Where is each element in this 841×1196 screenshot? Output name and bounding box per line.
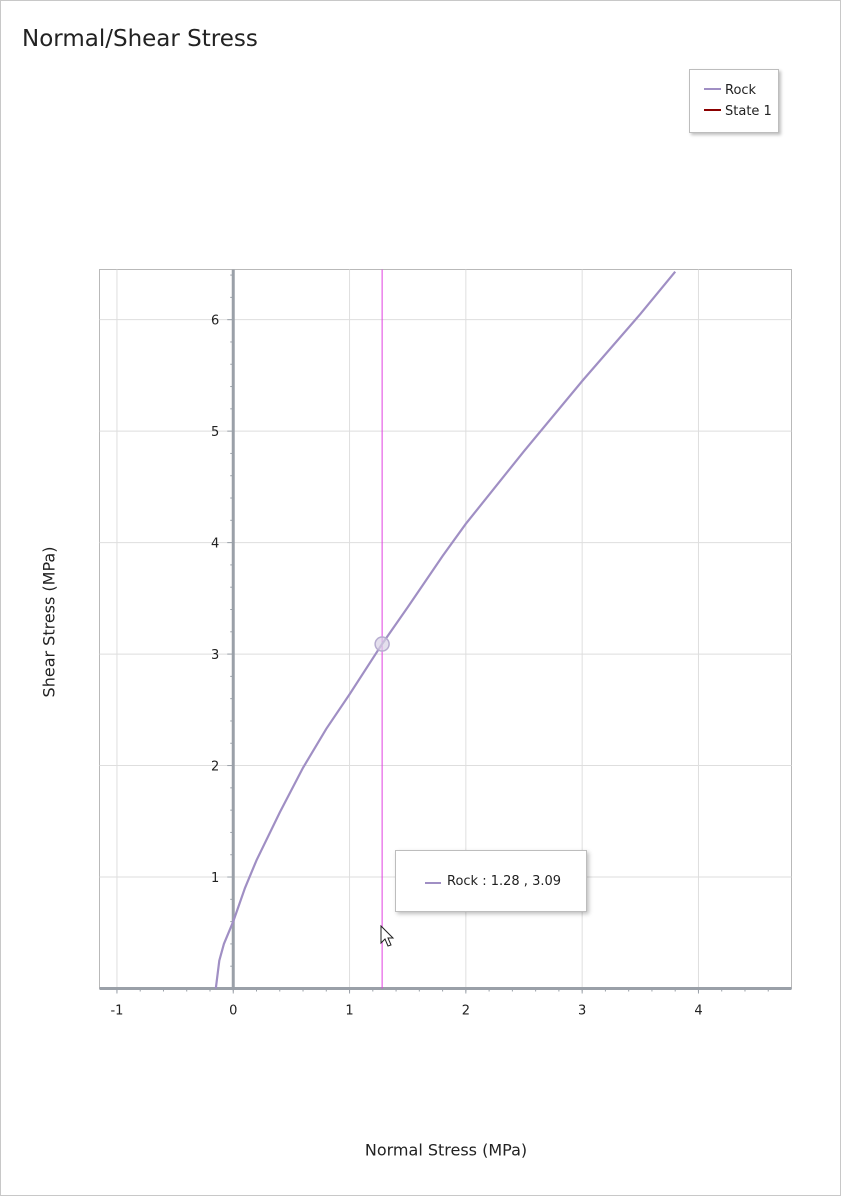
y-tick-label-2: 3 bbox=[211, 648, 219, 663]
highlight-point bbox=[374, 636, 390, 652]
x-tick-label-1: 0 bbox=[229, 1004, 237, 1019]
legend-label-state-1: State 1 bbox=[725, 104, 772, 119]
chart-title: Normal/Shear Stress bbox=[22, 26, 258, 52]
x-tick-label-5: 4 bbox=[694, 1004, 702, 1019]
legend-label-rock: Rock bbox=[725, 83, 757, 98]
tooltip: Rock : 1.28 , 3.09 bbox=[395, 850, 587, 912]
x-axis-label: Normal Stress (MPa) bbox=[364, 1140, 528, 1160]
tooltip-text: Rock : 1.28 , 3.09 bbox=[447, 874, 562, 889]
y-tick-label-0: 1 bbox=[211, 871, 219, 886]
mouse-cursor-icon bbox=[380, 925, 395, 947]
x-tick-label-2: 1 bbox=[345, 1004, 353, 1019]
legend-item-state-1[interactable]: State 1 bbox=[704, 104, 772, 122]
series-line-rock[interactable] bbox=[214, 271, 677, 989]
legend: Rock State 1 bbox=[689, 69, 779, 133]
y-tick-label-3: 4 bbox=[211, 537, 219, 552]
tick-labels: -1 0 1 2 3 4 1 2 3 4 5 6 bbox=[110, 314, 702, 1019]
x-tick-label-4: 3 bbox=[578, 1004, 586, 1019]
legend-swatch-state-1 bbox=[704, 108, 721, 111]
x-tick-label-3: 2 bbox=[462, 1004, 470, 1019]
y-tick-label-1: 2 bbox=[211, 760, 219, 775]
legend-swatch-rock bbox=[704, 87, 721, 90]
tooltip-swatch bbox=[425, 882, 441, 884]
x-tick-label-0: -1 bbox=[110, 1004, 123, 1019]
y-tick-label-4: 5 bbox=[211, 425, 219, 440]
legend-item-rock[interactable]: Rock bbox=[704, 83, 756, 101]
y-tick-label-5: 6 bbox=[211, 314, 219, 329]
axes bbox=[99, 269, 792, 990]
tick-marks bbox=[116, 274, 769, 994]
